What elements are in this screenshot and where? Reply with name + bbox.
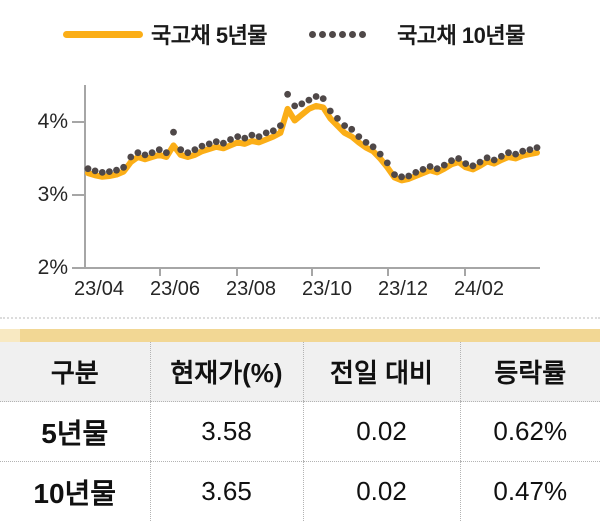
cell-10yr-label: 10년물 (0, 462, 150, 521)
table-row-5yr: 5년물 3.58 0.02 0.62% (0, 402, 600, 462)
cell-10yr-current: 3.65 (150, 462, 303, 521)
cell-10yr-pctchange: 0.47% (460, 462, 600, 521)
cell-10yr-change: 0.02 (303, 462, 460, 521)
cell-5yr-change: 0.02 (303, 402, 460, 462)
header-cell-category: 구분 (0, 342, 150, 402)
y-tick-label: 2% (28, 256, 68, 280)
x-tick-label: 23/10 (295, 278, 359, 301)
x-tick-label: 23/12 (371, 278, 435, 301)
header-cell-change: 전일 대비 (303, 342, 460, 402)
table-top-band (0, 329, 600, 342)
table-header-row: 구분 현재가(%) 전일 대비 등락률 (0, 342, 600, 402)
page: { "legend": { "series1_label": "국고채 5년물"… (0, 0, 600, 504)
table-top-separator (0, 317, 600, 319)
x-tick-label: 23/08 (219, 278, 283, 301)
bond-table: 구분 현재가(%) 전일 대비 등락률 5년물 3.58 0.02 0.62% … (0, 342, 600, 521)
x-tick-label: 24/02 (447, 278, 511, 301)
table-band-notch (0, 329, 20, 342)
header-cell-pctchange: 등락률 (460, 342, 600, 402)
y-tick-label: 4% (28, 110, 68, 134)
cell-5yr-label: 5년물 (0, 402, 150, 462)
table-row-10yr: 10년물 3.65 0.02 0.47% (0, 462, 600, 521)
header-cell-current: 현재가(%) (150, 342, 303, 402)
y-tick-label: 3% (28, 183, 68, 207)
x-tick-label: 23/06 (143, 278, 207, 301)
x-tick-label: 23/04 (67, 278, 131, 301)
cell-5yr-pctchange: 0.62% (460, 402, 600, 462)
cell-5yr-current: 3.58 (150, 402, 303, 462)
